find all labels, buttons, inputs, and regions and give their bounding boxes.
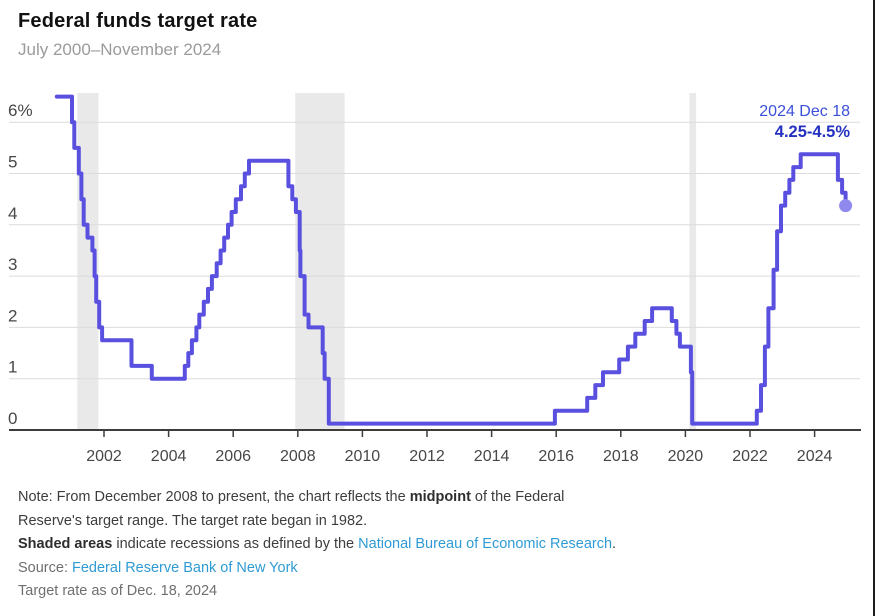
latest-rate-annotation: 2024 Dec 18 4.25-4.5% (759, 101, 850, 144)
nber-link[interactable]: National Bureau of Economic Research (358, 536, 613, 552)
x-axis-label: 2014 (474, 448, 510, 465)
x-axis-label: 2004 (151, 448, 187, 465)
y-axis-label: 4 (8, 204, 17, 223)
note-text: . (612, 536, 617, 552)
latest-value-marker (839, 199, 853, 213)
note-text: indicate recessions as defined by the (112, 536, 359, 552)
note-bold-midpoint: midpoint (409, 489, 471, 505)
note-line-1: Note: From December 2008 to present, the… (18, 486, 858, 510)
x-axis-label: 2016 (538, 448, 574, 465)
rate-step-line (54, 94, 848, 426)
page-subtitle: July 2000–November 2024 (18, 40, 222, 59)
x-axis-label: 2020 (668, 448, 704, 465)
footnotes: Note: From December 2008 to present, the… (18, 486, 858, 604)
annotation-date: 2024 Dec 18 (759, 103, 850, 120)
y-axis-label: 0 (8, 409, 17, 428)
x-axis-label: 2010 (345, 448, 381, 465)
y-axis-label: 2 (8, 306, 17, 325)
x-axis-label: 2024 (797, 448, 833, 465)
y-axis-label: 1 (8, 358, 17, 377)
page-title: Federal funds target rate (18, 10, 258, 32)
window-right-border (873, 0, 875, 616)
x-axis-label: 2018 (603, 448, 639, 465)
note-bold-shaded-areas: Shaded areas (18, 536, 113, 552)
note-text: Note: From December 2008 to present, the… (18, 489, 410, 505)
recession-band (295, 93, 345, 430)
note-text: of the Federal (470, 489, 565, 505)
y-axis-label: 6% (8, 101, 33, 120)
fed-funds-rate-chart: 0 1 2 3 4 5 6% 2002 2004 2006 2008 2010 2012 2014 2016… (8, 93, 861, 465)
source-line: Source: Federal Reserve Bank of New York (18, 557, 858, 581)
x-axis-label: 2012 (409, 448, 445, 465)
note-line-2: Reserve's target range. The target rate … (18, 512, 368, 529)
recession-band (689, 93, 697, 430)
annotation-rate-value: 4.25-4.5% (774, 123, 850, 142)
x-axis-label: 2022 (732, 448, 768, 465)
x-axis-label: 2008 (280, 448, 316, 465)
x-axis-label: 2006 (215, 448, 251, 465)
source-link[interactable]: Federal Reserve Bank of New York (72, 559, 298, 576)
y-axis-label: 3 (8, 255, 17, 274)
x-axis-label: 2002 (86, 448, 122, 465)
source-label: Source: (18, 559, 72, 576)
note-line-3: Shaded areas indicate recessions as defi… (18, 533, 858, 557)
asof-line: Target rate as of Dec. 18, 2024 (18, 583, 218, 599)
y-axis-label: 5 (8, 153, 17, 172)
